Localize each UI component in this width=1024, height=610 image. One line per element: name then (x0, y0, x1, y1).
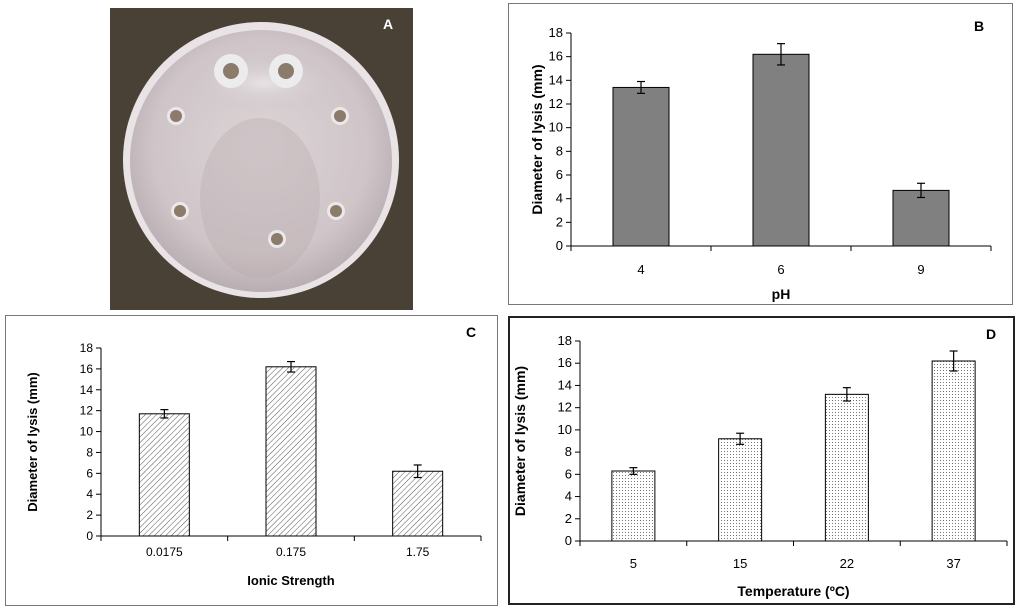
x-axis-title: Temperature (ºC) (737, 583, 849, 599)
well (271, 233, 283, 245)
chart-b-svg: 0 2 4 6 8 10 12 14 16 18 4 6 9 pH Diameter of lysis (m… (529, 25, 992, 302)
well (170, 110, 182, 122)
well (334, 110, 346, 122)
bar (265, 366, 317, 537)
y-tick-label: 14 (558, 377, 572, 392)
chart-panel-d: 0 2 4 6 8 10 12 14 16 18 5 15 22 37 Temperature (ºC) Di… (508, 316, 1015, 605)
y-tick-label: 0 (556, 238, 563, 253)
y-tick-label: 2 (556, 214, 563, 229)
y-tick-label: 16 (558, 355, 572, 370)
y-tick-label: 8 (86, 445, 93, 459)
category-label: 4 (637, 262, 644, 277)
y-tick-label: 8 (565, 444, 572, 459)
plate-photo-panel: A (110, 8, 413, 310)
well (223, 63, 239, 79)
y-axis-title: Diameter of lysis (mm) (25, 372, 40, 511)
x-axis-title: Ionic Strength (247, 573, 334, 588)
chart-panel-c: 0 2 4 6 8 10 12 14 16 18 0.0175 0.175 1.75 Ionic Stre… (5, 315, 498, 606)
y-axis-title: Diameter of lysis (mm) (529, 64, 545, 214)
y-axis-title: Diameter of lysis (mm) (512, 366, 528, 516)
panel-letter-d: D (986, 326, 997, 342)
y-tick-label: 14 (549, 72, 563, 87)
panel-letter-a: A (383, 16, 394, 32)
bar (611, 470, 656, 542)
y-tick-label: 12 (80, 404, 94, 418)
chart-d-svg: 0 2 4 6 8 10 12 14 16 18 5 15 22 37 Temperature (ºC) Di… (512, 333, 1008, 599)
bar (612, 86, 670, 247)
y-tick-label: 10 (549, 120, 563, 135)
wells (167, 54, 349, 248)
bar (752, 53, 810, 247)
agar-shadow (200, 118, 320, 278)
chart-panel-b: 0 2 4 6 8 10 12 14 16 18 4 6 9 pH Diameter of lysis (m… (508, 3, 1013, 305)
category-label: 6 (777, 262, 784, 277)
y-tick-label: 12 (549, 96, 563, 111)
y-tick-label: 12 (558, 400, 572, 415)
y-tick-label: 18 (80, 341, 94, 355)
panel-letter-c: C (466, 324, 477, 340)
y-tick-label: 4 (86, 487, 93, 501)
y-tick-label: 4 (556, 191, 563, 206)
y-tick-label: 2 (565, 511, 572, 526)
y-tick-label: 14 (80, 383, 94, 397)
y-tick-label: 16 (80, 362, 94, 376)
well (174, 205, 186, 217)
bar (892, 189, 950, 247)
y-tick-label: 8 (556, 143, 563, 158)
category-label: 37 (946, 556, 960, 571)
y-tick-label: 18 (558, 333, 572, 348)
well (330, 205, 342, 217)
category-label: 1.75 (406, 545, 430, 559)
y-tick-label: 6 (556, 167, 563, 182)
category-label: 22 (840, 556, 854, 571)
bar (138, 413, 190, 537)
panel-letter-b: B (974, 18, 985, 34)
y-tick-label: 2 (86, 508, 93, 522)
category-label: 5 (630, 556, 637, 571)
x-axis-title: pH (772, 286, 791, 302)
y-tick-label: 18 (549, 25, 563, 40)
category-label: 9 (917, 262, 924, 277)
category-label: 0.175 (276, 545, 306, 559)
y-tick-label: 6 (565, 466, 572, 481)
well (278, 63, 294, 79)
y-tick-label: 4 (565, 489, 572, 504)
y-tick-label: 6 (86, 466, 93, 480)
bar (931, 360, 976, 542)
y-tick-label: 10 (80, 425, 94, 439)
bar (824, 393, 869, 542)
chart-c-svg: 0 2 4 6 8 10 12 14 16 18 0.0175 0.175 1.75 Ionic Stre… (25, 341, 482, 588)
bar (718, 438, 763, 542)
y-tick-label: 16 (549, 49, 563, 64)
lysis-zone (186, 53, 342, 113)
y-tick-label: 0 (86, 529, 93, 543)
category-label: 15 (733, 556, 747, 571)
category-label: 0.0175 (146, 545, 183, 559)
petri-dish-image (123, 22, 399, 298)
bar (392, 470, 444, 537)
y-tick-label: 0 (565, 533, 572, 548)
y-tick-label: 10 (558, 422, 572, 437)
